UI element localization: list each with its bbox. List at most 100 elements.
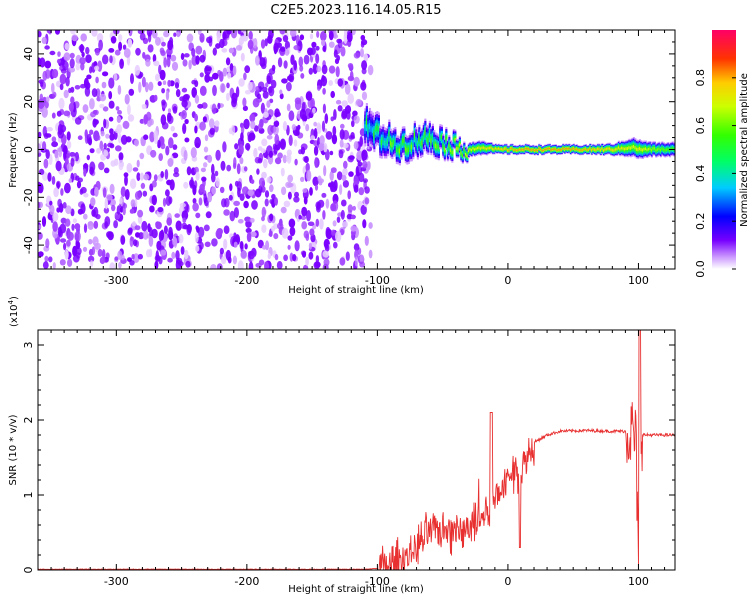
noise-speckle	[244, 65, 251, 74]
noise-speckle	[203, 224, 210, 232]
noise-speckle	[39, 93, 43, 101]
signal-cell	[418, 136, 421, 142]
noise-speckle	[65, 76, 70, 87]
noise-speckle	[334, 58, 340, 65]
noise-speckle	[362, 160, 368, 169]
noise-speckle	[42, 261, 49, 269]
noise-speckle	[324, 243, 330, 252]
noise-speckle	[63, 110, 71, 117]
signal-cell	[460, 151, 463, 155]
noise-speckle	[155, 250, 159, 262]
noise-speckle	[108, 116, 114, 122]
noise-speckle	[361, 149, 368, 161]
noise-speckle	[310, 135, 315, 140]
signal-cell	[452, 137, 455, 141]
noise-speckle	[312, 107, 316, 114]
noise-speckle	[83, 213, 88, 220]
noise-speckle	[173, 172, 180, 178]
noise-speckle	[42, 141, 47, 152]
noise-speckle	[336, 216, 341, 223]
noise-speckle	[335, 99, 342, 105]
noise-speckle	[134, 225, 141, 231]
noise-speckle	[239, 157, 244, 165]
noise-speckle	[300, 73, 305, 79]
noise-speckle	[74, 85, 81, 90]
signal-cell	[631, 145, 634, 149]
noise-speckle	[192, 198, 197, 204]
noise-speckle	[211, 172, 216, 183]
noise-speckle	[223, 238, 228, 250]
noise-speckle	[156, 240, 162, 251]
noise-speckle	[79, 57, 86, 65]
noise-speckle	[287, 235, 293, 241]
signal-cell	[578, 149, 581, 152]
noise-speckle	[132, 239, 138, 247]
noise-speckle	[304, 108, 312, 120]
noise-speckle	[277, 152, 283, 159]
noise-speckle	[57, 147, 62, 153]
noise-speckle	[303, 196, 308, 205]
signal-cell	[601, 147, 604, 150]
noise-speckle	[320, 30, 327, 42]
noise-speckle	[183, 53, 190, 58]
noise-speckle	[353, 243, 360, 251]
signal-cell	[386, 138, 389, 144]
colorbar-gradient	[712, 30, 736, 269]
noise-speckle	[211, 186, 217, 195]
noise-speckle	[98, 161, 105, 171]
noise-speckle	[167, 108, 172, 113]
signal-cell	[655, 149, 658, 152]
noise-speckle	[310, 97, 315, 110]
signal-cell	[469, 148, 472, 151]
noise-speckle	[63, 52, 71, 61]
signal-cell	[622, 147, 625, 150]
noise-speckle	[134, 191, 142, 200]
x-tick-label: -100	[365, 575, 390, 588]
x-tick-label: -200	[234, 274, 259, 287]
noise-speckle	[269, 98, 274, 104]
noise-speckle	[305, 162, 310, 172]
noise-speckle	[54, 30, 61, 35]
signal-cell	[668, 149, 671, 152]
figure-title: C2E5.2023.116.14.05.R15	[270, 3, 441, 18]
signal-cell	[557, 149, 560, 151]
noise-speckle	[260, 102, 265, 114]
noise-speckle	[109, 262, 116, 269]
noise-speckle	[76, 241, 81, 250]
noise-speckle	[340, 209, 345, 220]
noise-speckle	[286, 149, 292, 157]
signal-cell	[632, 145, 635, 149]
noise-speckle	[258, 81, 265, 90]
noise-speckle	[194, 113, 199, 122]
noise-speckle	[137, 209, 144, 218]
noise-speckle	[331, 134, 338, 145]
signal-cell	[646, 148, 649, 152]
noise-speckle	[308, 242, 312, 250]
signal-cell	[518, 148, 521, 150]
noise-speckle	[104, 221, 108, 229]
signal-cell	[607, 147, 610, 150]
noise-speckle	[294, 240, 300, 252]
noise-speckle	[277, 222, 284, 230]
noise-speckle	[125, 136, 132, 143]
noise-speckle	[109, 133, 115, 141]
noise-speckle	[165, 195, 172, 206]
noise-speckle	[281, 186, 287, 196]
noise-speckle	[41, 106, 48, 118]
noise-speckle	[226, 164, 232, 172]
noise-speckle	[332, 220, 337, 227]
noise-speckle	[356, 171, 360, 177]
noise-speckle	[260, 39, 266, 49]
noise-speckle	[74, 223, 81, 230]
noise-speckle	[184, 118, 189, 125]
noise-speckle	[316, 65, 322, 73]
signal-cell	[487, 147, 490, 150]
noise-speckle	[161, 99, 166, 106]
noise-speckle	[233, 200, 241, 206]
noise-speckle	[201, 102, 208, 109]
noise-speckle	[245, 142, 251, 151]
colorbar-tick-label: 0.2	[694, 212, 707, 230]
signal-cell	[439, 134, 442, 139]
noise-speckle	[353, 115, 360, 124]
noise-speckle	[244, 89, 252, 95]
